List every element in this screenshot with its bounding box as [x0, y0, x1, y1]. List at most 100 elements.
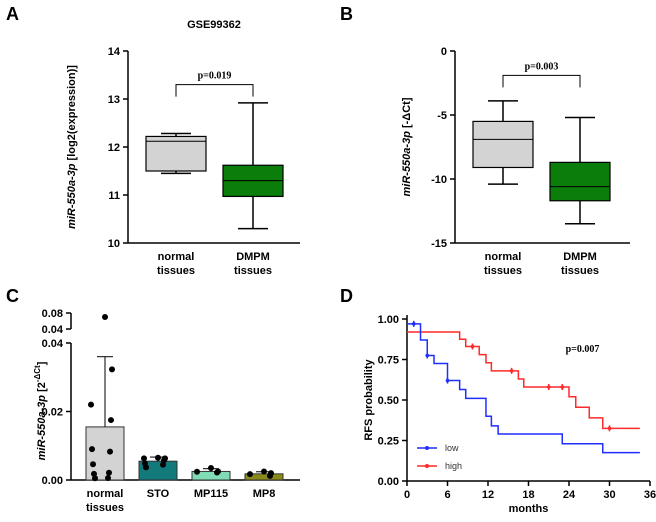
y-tick-label: 13	[108, 94, 120, 106]
p-value-label: p=0.003	[525, 61, 559, 72]
ylabel-unit: [log2(expression)]	[66, 65, 78, 164]
x-tick-label: 0	[404, 489, 410, 501]
data-point	[247, 471, 253, 478]
x-tick-label: DMPM	[236, 251, 270, 263]
y-tick-label: 0.04	[42, 324, 64, 336]
data-point	[109, 366, 115, 373]
box-1	[549, 161, 611, 202]
legend-marker	[425, 464, 429, 468]
x-tick-label: 24	[563, 489, 576, 501]
bar-0	[85, 426, 125, 481]
ylabel-exponent: -ΔCt	[33, 365, 42, 382]
censor-dot	[445, 378, 450, 383]
data-point	[88, 401, 94, 408]
x-tick-label: MP8	[253, 488, 276, 500]
data-point	[160, 461, 166, 468]
data-point	[141, 455, 147, 462]
km-curve-low	[407, 323, 640, 454]
y-tick-label: 0.25	[378, 436, 399, 448]
x-axis-label: months	[509, 503, 549, 515]
x-tick-label: MP115	[194, 488, 228, 500]
panel-letter-A: A	[6, 4, 19, 24]
box-0	[472, 120, 534, 169]
p-value-label: p=0.019	[198, 71, 232, 82]
chart-title: GSE99362	[187, 19, 241, 31]
y-tick-label: 0.04	[42, 338, 64, 350]
box-0	[145, 135, 207, 172]
y-tick-label: 0.75	[378, 355, 399, 367]
x-tick-label: tissues	[561, 265, 599, 277]
y-tick-label: -5	[437, 110, 447, 122]
significance-bracket	[175, 84, 254, 97]
legend-marker	[425, 446, 429, 450]
y-tick-label: 14	[108, 46, 121, 58]
x-tick-label: 36	[644, 489, 656, 501]
y-axis-label: miR-550a-3p [2-ΔCt]	[33, 361, 48, 460]
data-point	[194, 468, 200, 475]
panel-letter-B: B	[340, 4, 353, 24]
x-tick-label: tissues	[234, 265, 272, 277]
y-tick-label: 10	[108, 238, 120, 250]
data-point	[92, 475, 98, 482]
ylabel-unit: [-ΔCt]	[401, 97, 413, 131]
censor-dot	[560, 385, 565, 389]
data-point	[267, 472, 273, 479]
ylabel-gene: miR-550a-3p	[66, 163, 78, 229]
significance-bracket	[502, 74, 581, 88]
x-tick-label: 6	[444, 489, 450, 501]
x-tick-label: tissues	[157, 265, 195, 277]
x-tick-label: normal	[87, 488, 124, 500]
legend-label-low: low	[445, 443, 459, 453]
ylabel-gene: miR-550a-3p	[401, 131, 413, 197]
data-point	[107, 448, 113, 455]
x-tick-label: STO	[147, 488, 170, 500]
data-point	[155, 454, 161, 461]
y-tick-label: 0.50	[378, 395, 399, 407]
y-axis-label: RFS probability	[363, 358, 375, 440]
km-curve-high	[407, 331, 640, 430]
y-tick-label: 12	[108, 142, 120, 154]
data-point	[102, 314, 108, 320]
y-tick-label: 0	[441, 46, 447, 58]
ylabel-unit: [2	[36, 382, 48, 395]
censor-dot	[607, 426, 612, 431]
panel-letter-D: D	[340, 286, 353, 306]
data-point	[214, 469, 220, 476]
p-value-label: p=0.007	[566, 344, 600, 355]
y-tick-label: 0.08	[42, 308, 63, 320]
x-tick-label: normal	[485, 251, 522, 263]
x-tick-label: normal	[158, 251, 195, 263]
x-tick-label: 12	[482, 489, 494, 501]
x-tick-label: tissues	[86, 502, 124, 514]
y-tick-label: 0.02	[42, 407, 63, 419]
data-point	[105, 474, 111, 481]
y-tick-label: -15	[431, 238, 447, 250]
x-tick-label: DMPM	[563, 251, 597, 263]
data-point	[143, 464, 149, 471]
censor-dot	[411, 322, 416, 326]
y-axis-label: miR-550a-3p [-ΔCt]	[401, 97, 413, 196]
data-point	[208, 465, 214, 472]
data-point	[90, 461, 96, 468]
data-point	[106, 469, 112, 476]
y-tick-label: 11	[108, 190, 120, 202]
censor-dot	[546, 385, 551, 389]
data-point	[261, 468, 267, 475]
ylabel-gene: miR-550a-3p	[36, 395, 48, 461]
y-tick-label: 1.00	[378, 314, 399, 326]
censor-dot	[425, 353, 430, 358]
censor-dot	[509, 369, 514, 373]
y-tick-label: 0.00	[42, 475, 63, 487]
y-tick-label: -10	[431, 174, 447, 186]
ylabel-close: ]	[36, 361, 48, 365]
data-point	[108, 417, 114, 424]
censor-dot	[470, 344, 475, 349]
panel-letter-C: C	[6, 286, 19, 306]
x-tick-label: 30	[603, 489, 615, 501]
legend-label-high: high	[445, 461, 462, 471]
y-tick-label: 0.00	[378, 476, 399, 488]
x-tick-label: 18	[522, 489, 534, 501]
x-tick-label: tissues	[484, 265, 522, 277]
y-axis-label: miR-550a-3p [log2(expression)]	[66, 65, 78, 229]
